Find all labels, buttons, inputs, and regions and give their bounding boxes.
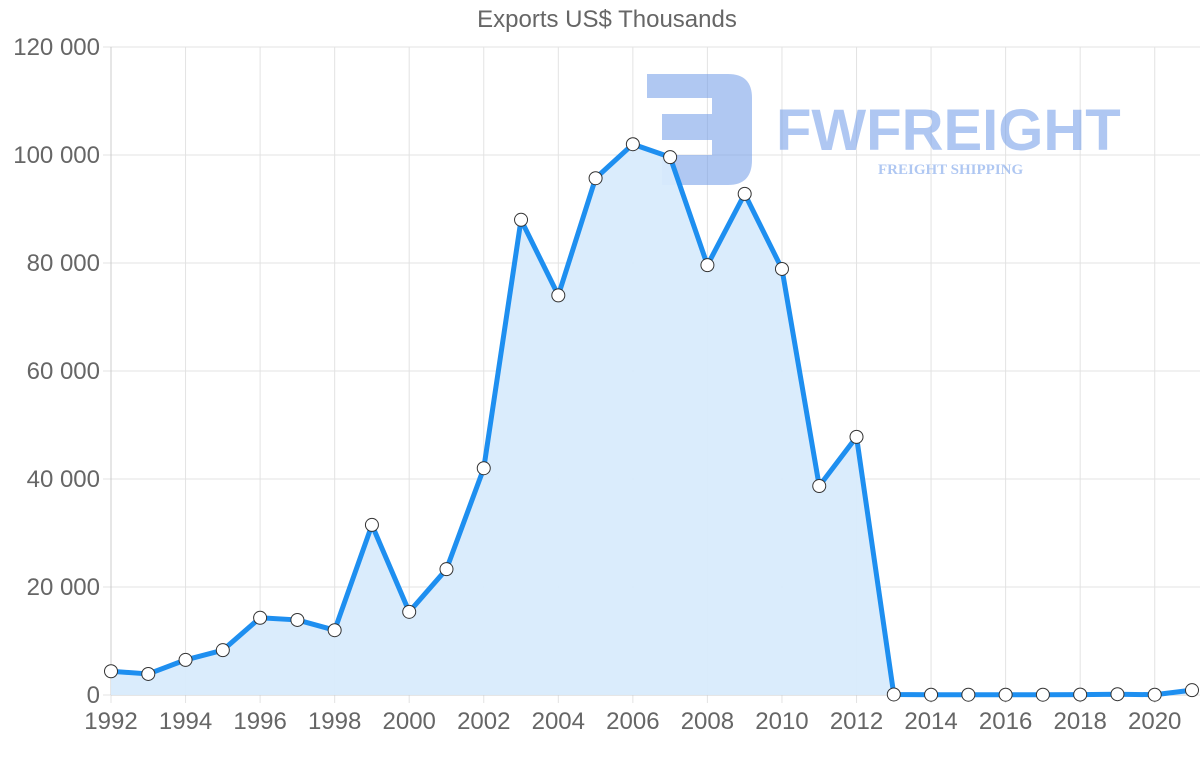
data-point-2013[interactable] [886,687,901,702]
chart-title: Exports US$ Thousands [477,6,737,33]
x-tick-label: 2006 [606,708,659,735]
data-point-2007[interactable] [663,150,678,165]
data-point-2012[interactable] [849,429,864,444]
data-point-1997[interactable] [290,612,305,627]
data-point-2003[interactable] [514,212,529,227]
data-point-2016[interactable] [998,687,1013,702]
x-tick-label: 2020 [1128,708,1181,735]
data-point-2005[interactable] [588,171,603,186]
watermark-logo: FWFREIGHT FREIGHT SHIPPING [647,74,1121,185]
watermark-tagline: FREIGHT SHIPPING [878,162,1023,178]
data-point-2002[interactable] [476,461,491,476]
y-tick-label: 100 000 [13,142,100,169]
x-tick-label: 1992 [84,708,137,735]
data-point-2010[interactable] [774,261,789,276]
data-point-2021[interactable] [1185,683,1199,698]
x-tick-label: 2012 [830,708,883,735]
data-point-1996[interactable] [253,610,268,625]
data-point-2006[interactable] [625,137,640,152]
y-tick-label: 20 000 [27,574,100,601]
x-tick-label: 2016 [979,708,1032,735]
x-tick-label: 2010 [755,708,808,735]
x-tick-label: 2008 [681,708,734,735]
data-points [104,137,1199,702]
x-tick-label: 1998 [308,708,361,735]
data-point-2008[interactable] [700,258,715,273]
data-point-1995[interactable] [215,643,230,658]
watermark-brand: FWFREIGHT [776,98,1121,163]
data-point-2019[interactable] [1110,687,1125,702]
x-tick-label: 2014 [904,708,957,735]
data-point-2017[interactable] [1035,687,1050,702]
data-point-2009[interactable] [737,186,752,201]
data-point-1994[interactable] [178,652,193,667]
y-tick-label: 120 000 [13,34,100,61]
data-point-2004[interactable] [551,288,566,303]
data-point-2014[interactable] [924,687,939,702]
data-point-1998[interactable] [327,623,342,638]
data-point-2018[interactable] [1073,687,1088,702]
y-tick-label: 0 [87,682,100,709]
x-axis-labels: 1992 1994 1996 1998 2000 2002 2004 2006 2008 2010… [84,708,1181,735]
y-tick-label: 40 000 [27,466,100,493]
data-point-2000[interactable] [402,604,417,619]
y-tick-label: 80 000 [27,250,100,277]
data-point-2015[interactable] [961,687,976,702]
data-point-2011[interactable] [812,479,827,494]
x-tick-label: 1996 [233,708,286,735]
data-point-2001[interactable] [439,562,454,577]
data-point-2020[interactable] [1147,687,1162,702]
data-point-1993[interactable] [141,666,156,681]
x-tick-label: 2000 [383,708,436,735]
x-tick-label: 2004 [532,708,585,735]
area-fill [111,144,1192,695]
data-point-1992[interactable] [104,664,118,679]
x-tick-label: 2018 [1053,708,1106,735]
x-tick-label: 1994 [159,708,212,735]
x-tick-label: 2002 [457,708,510,735]
y-axis-labels: 0 20 000 40 000 60 000 80 000 100 000 120 000 [13,34,100,709]
y-tick-label: 60 000 [27,358,100,385]
data-point-1999[interactable] [364,517,379,532]
